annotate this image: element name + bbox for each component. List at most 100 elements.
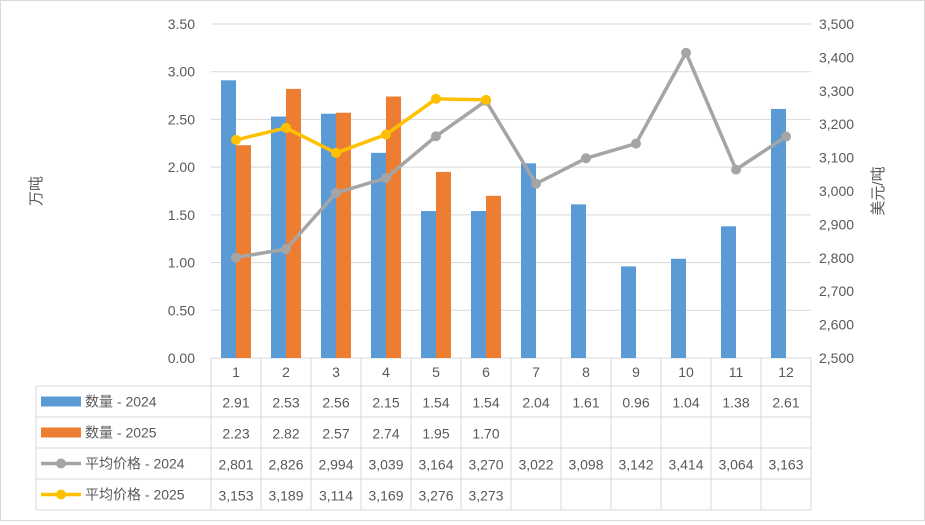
data-label: 2.04 [522, 395, 549, 411]
point-平均价格 - 2024 [531, 178, 541, 189]
bar-数量 - 2024 [521, 163, 536, 358]
data-label: 2.57 [322, 426, 349, 442]
line-平均价格 - 2024 [235, 50, 787, 260]
y-tick-label: 0.00 [168, 350, 195, 366]
data-label: 3,189 [268, 488, 303, 504]
point-平均价格 - 2024 [581, 153, 591, 164]
y2-tick-label: 3,400 [819, 49, 854, 65]
bar-数量 - 2025 [236, 145, 251, 358]
y2-tick-label: 3,500 [819, 16, 854, 32]
axes: 0.00 0.50 1.00 1.50 2.00 2.50 3.00 3.50 2,500 2,6… [168, 16, 854, 366]
bar-数量 - 2024 [721, 226, 736, 358]
data-label: 1.04 [672, 395, 699, 411]
data-label: 3,153 [218, 488, 253, 504]
y2-tick-label: 3,100 [819, 150, 854, 166]
category-label: 11 [729, 364, 744, 380]
data-label: 2.82 [272, 426, 299, 442]
point-平均价格 - 2024 [231, 252, 241, 263]
category-label: 5 [432, 364, 440, 380]
data-label: 3,114 [319, 488, 353, 504]
point-平均价格 - 2025 [231, 134, 241, 145]
category-label: 4 [382, 364, 390, 380]
data-label: 2.56 [322, 395, 349, 411]
line-平均价格 - 2025 [235, 97, 487, 155]
bar-数量 - 2024 [221, 80, 236, 358]
y2-axis-title: 美元/吨 [870, 166, 887, 215]
point-平均价格 - 2024 [431, 131, 441, 142]
category-label: 6 [482, 364, 490, 380]
category-label: 3 [332, 364, 340, 380]
y-tick-label: 3.00 [168, 64, 195, 80]
data-label: 3,414 [668, 457, 703, 473]
legend-key-marker [56, 489, 66, 500]
data-label: 3,064 [718, 457, 753, 473]
point-平均价格 - 2024 [731, 164, 741, 175]
data-label: 2,826 [268, 457, 303, 473]
data-label: 3,276 [418, 488, 453, 504]
point-平均价格 - 2025 [331, 147, 341, 158]
data-label: 1.54 [472, 395, 499, 411]
y2-tick-label: 2,800 [819, 250, 854, 266]
legend-label-平均价格 - 2024: 平均价格 - 2024 [85, 456, 185, 472]
y-tick-label: 1.00 [168, 255, 195, 271]
bar-数量 - 2025 [436, 171, 451, 358]
point-平均价格 - 2024 [681, 47, 691, 58]
data-label: 3,169 [368, 488, 403, 504]
category-label: 12 [778, 364, 794, 380]
bar-series [221, 80, 786, 359]
bar-数量 - 2025 [286, 88, 301, 359]
data-label: 2.74 [372, 426, 399, 442]
line-series [231, 47, 791, 263]
y-tick-label: 1.50 [168, 207, 195, 223]
data-label: 2.15 [372, 395, 399, 411]
data-label: 2.91 [222, 395, 249, 411]
point-平均价格 - 2024 [281, 244, 291, 255]
y2-tick-label: 2,500 [819, 350, 854, 366]
data-label: 3,142 [618, 457, 653, 473]
data-label: 1.54 [422, 395, 449, 411]
data-label: 3,163 [768, 457, 803, 473]
data-label: 0.96 [622, 395, 649, 411]
point-平均价格 - 2025 [481, 94, 491, 105]
data-label: 1.38 [722, 395, 749, 411]
data-label: 3,270 [468, 457, 503, 473]
y2-tick-label: 2,700 [819, 283, 854, 299]
bar-数量 - 2024 [321, 113, 336, 359]
point-平均价格 - 2025 [381, 129, 391, 140]
y-axis-title: 万吨 [28, 176, 45, 206]
category-label: 10 [678, 364, 694, 380]
data-label: 3,039 [368, 457, 403, 473]
legend-key-marker [56, 458, 66, 469]
point-平均价格 - 2025 [281, 122, 291, 133]
y2-tick-label: 3,300 [819, 83, 854, 99]
y-tick-label: 0.50 [168, 302, 195, 318]
data-label: 2.23 [222, 426, 249, 442]
legend-label-平均价格 - 2025: 平均价格 - 2025 [85, 487, 185, 503]
point-平均价格 - 2025 [431, 93, 441, 104]
data-label: 1.70 [472, 426, 499, 442]
bar-数量 - 2025 [486, 195, 501, 358]
data-label: 3,022 [518, 457, 553, 473]
bar-数量 - 2024 [371, 152, 386, 358]
bar-数量 - 2024 [471, 211, 486, 358]
y2-tick-label: 3,200 [819, 116, 854, 132]
gridlines [211, 23, 811, 359]
legend-key-数量 - 2024 [41, 396, 81, 407]
category-label: 9 [632, 364, 640, 380]
category-label: 7 [532, 364, 540, 380]
bar-数量 - 2025 [336, 112, 351, 359]
data-label: 2,994 [318, 457, 353, 473]
category-label: 2 [282, 364, 290, 380]
data-label: 1.61 [572, 395, 599, 411]
data-label: 2.53 [272, 395, 299, 411]
data-label: 2.61 [772, 395, 799, 411]
legend-label-数量 - 2025: 数量 - 2025 [85, 425, 157, 441]
data-label: 3,273 [468, 488, 503, 504]
bar-数量 - 2024 [671, 258, 686, 358]
bar-数量 - 2024 [421, 211, 436, 358]
y-tick-label: 3.50 [168, 16, 195, 32]
data-label: 3,098 [568, 457, 603, 473]
